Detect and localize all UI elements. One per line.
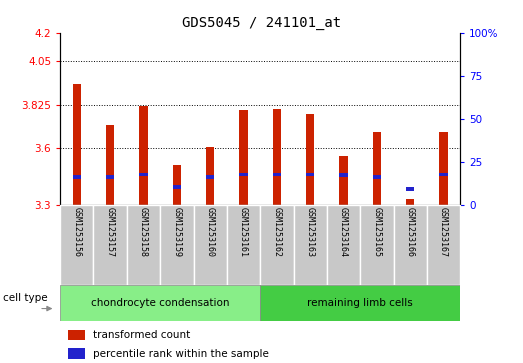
Bar: [427, 205, 460, 285]
Text: GSM1253167: GSM1253167: [439, 208, 448, 257]
Bar: [60, 285, 260, 321]
Text: GDS5045 / 241101_at: GDS5045 / 241101_at: [182, 16, 341, 30]
Bar: [206, 147, 214, 205]
Bar: [106, 175, 115, 179]
Bar: [106, 125, 115, 205]
Text: percentile rank within the sample: percentile rank within the sample: [93, 349, 269, 359]
Bar: [339, 174, 348, 177]
Text: remaining limb cells: remaining limb cells: [308, 298, 413, 308]
Bar: [306, 114, 314, 205]
Bar: [406, 187, 414, 191]
Bar: [260, 205, 293, 285]
Bar: [272, 172, 281, 176]
Bar: [127, 205, 160, 285]
Bar: [272, 109, 281, 205]
Text: GSM1253166: GSM1253166: [406, 208, 415, 257]
Bar: [394, 205, 427, 285]
Bar: [94, 205, 127, 285]
Bar: [373, 175, 381, 179]
Bar: [293, 205, 327, 285]
Bar: [68, 348, 85, 359]
Text: GSM1253165: GSM1253165: [372, 208, 381, 257]
Bar: [173, 165, 181, 205]
Bar: [360, 205, 393, 285]
Bar: [240, 172, 248, 176]
Text: GSM1253162: GSM1253162: [272, 208, 281, 257]
Text: GSM1253164: GSM1253164: [339, 208, 348, 257]
Bar: [73, 85, 81, 205]
Bar: [139, 172, 147, 176]
Bar: [173, 185, 181, 189]
Bar: [60, 205, 94, 285]
Bar: [227, 205, 260, 285]
Bar: [439, 132, 448, 205]
Bar: [327, 205, 360, 285]
Text: GSM1253159: GSM1253159: [173, 208, 181, 257]
Text: transformed count: transformed count: [93, 330, 190, 340]
Bar: [68, 330, 85, 340]
Bar: [194, 205, 227, 285]
Bar: [240, 110, 248, 205]
Text: chondrocyte condensation: chondrocyte condensation: [91, 298, 230, 308]
Bar: [306, 172, 314, 176]
Text: GSM1253160: GSM1253160: [206, 208, 214, 257]
Bar: [139, 106, 147, 205]
Text: GSM1253161: GSM1253161: [239, 208, 248, 257]
Text: GSM1253157: GSM1253157: [106, 208, 115, 257]
Text: GSM1253156: GSM1253156: [72, 208, 81, 257]
Bar: [406, 199, 414, 205]
Text: GSM1253163: GSM1253163: [306, 208, 315, 257]
Bar: [206, 175, 214, 179]
Bar: [439, 172, 448, 176]
Bar: [373, 132, 381, 205]
Bar: [260, 285, 460, 321]
Bar: [160, 205, 194, 285]
Text: GSM1253158: GSM1253158: [139, 208, 148, 257]
Text: cell type: cell type: [3, 293, 48, 303]
Bar: [73, 175, 81, 179]
Bar: [339, 156, 348, 205]
